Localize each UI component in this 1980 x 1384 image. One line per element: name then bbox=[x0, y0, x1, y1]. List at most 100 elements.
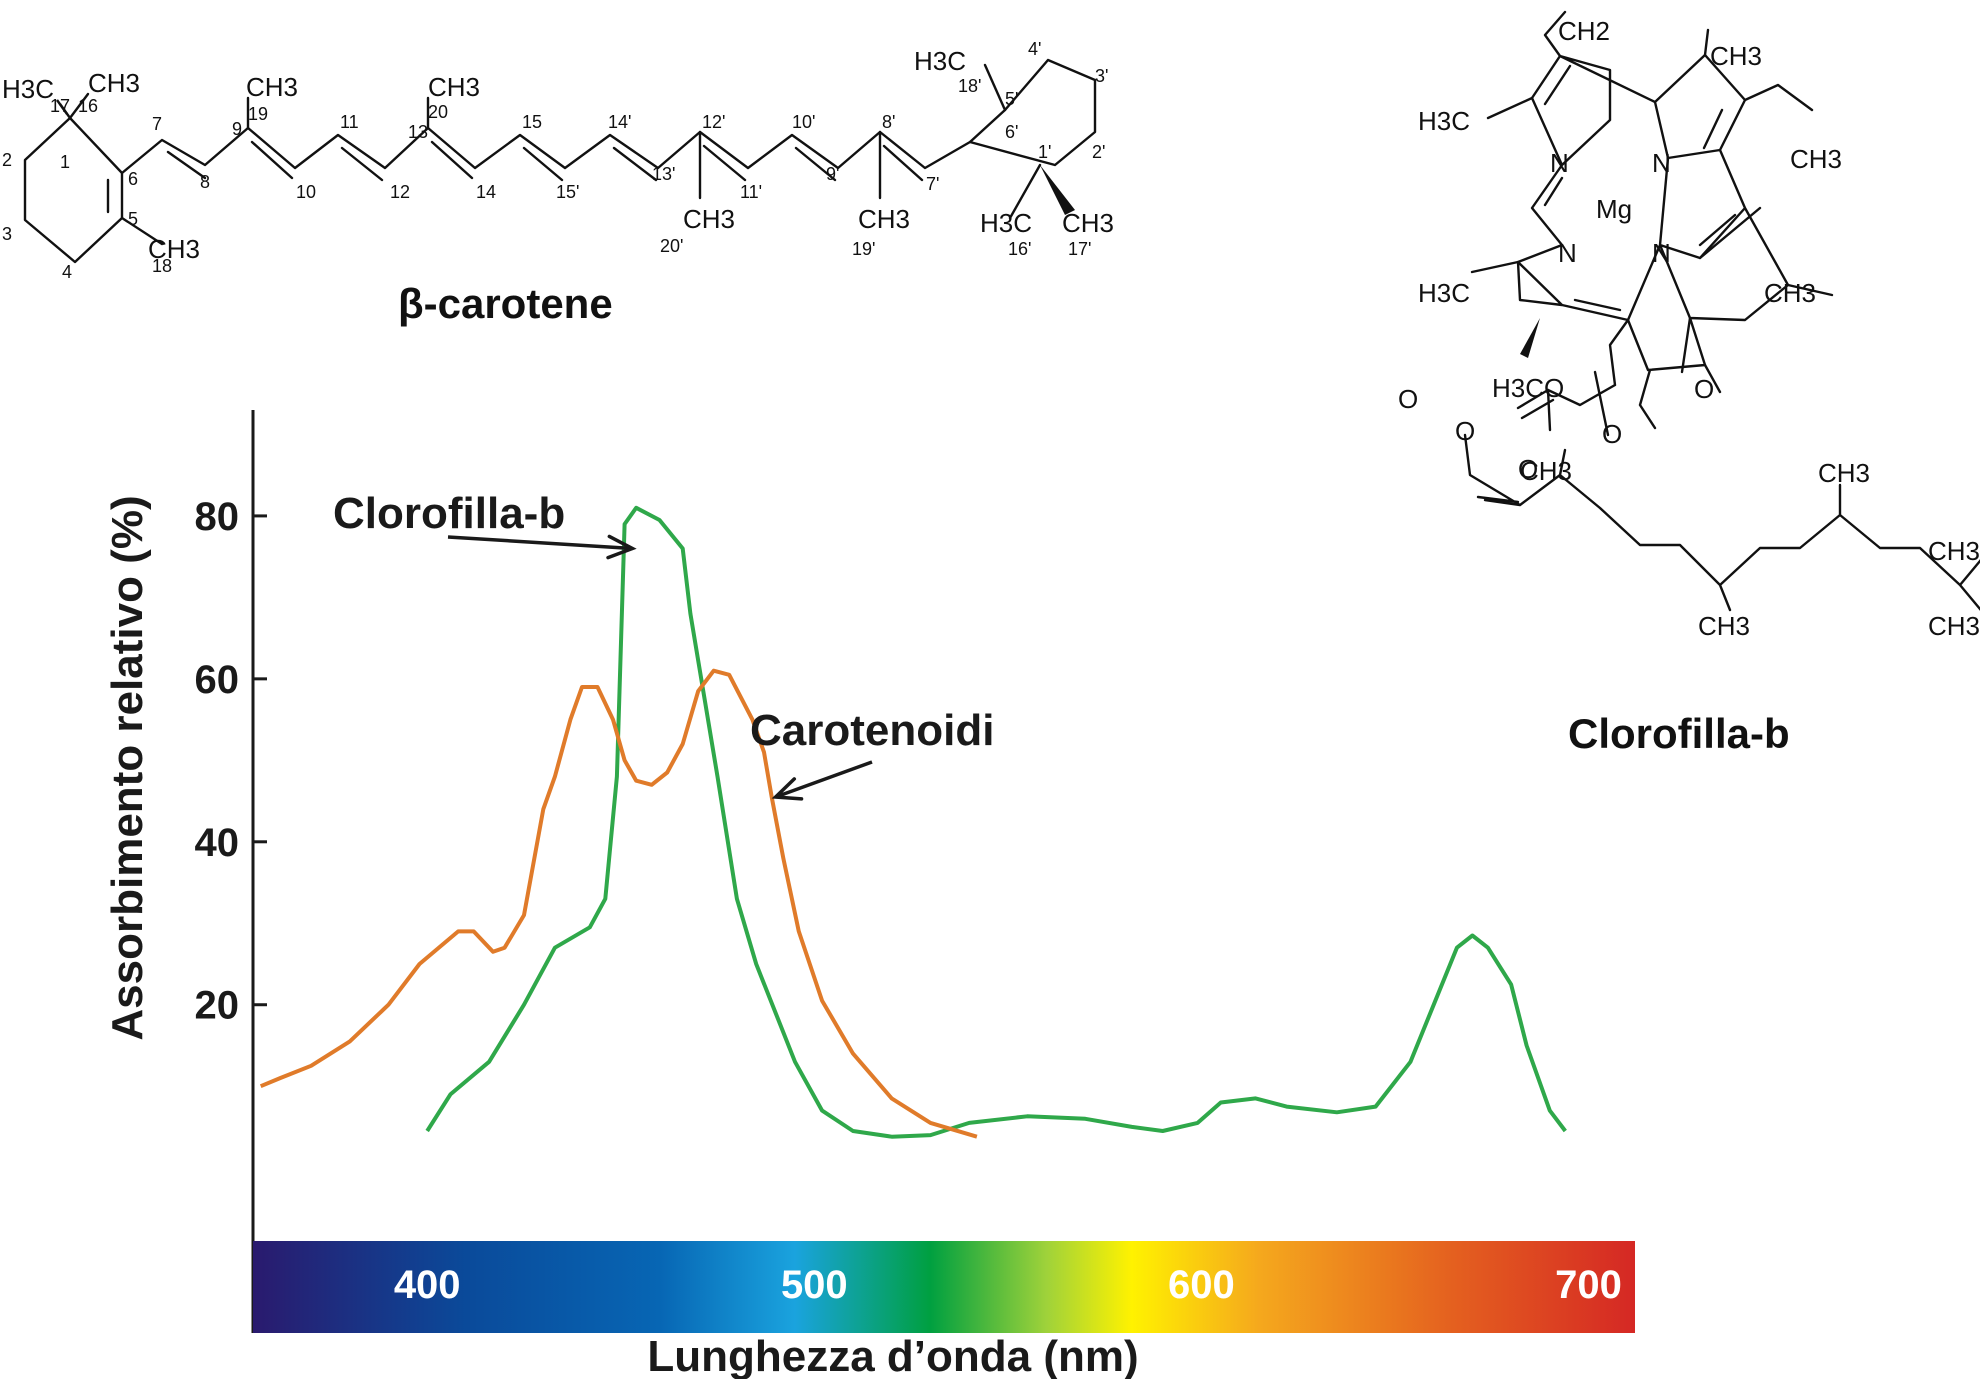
atom-o3: O bbox=[1398, 384, 1418, 414]
atom-number: 13 bbox=[408, 122, 428, 142]
atom-number: 2' bbox=[1092, 142, 1105, 162]
series-line-clorofilla-b bbox=[425, 505, 1567, 1139]
atom-number: 8' bbox=[882, 112, 895, 132]
y-tick-label: 20 bbox=[195, 984, 240, 1028]
annotation-label: Clorofilla-b bbox=[333, 489, 565, 538]
atom-ch3-17p: CH3 bbox=[1062, 208, 1114, 238]
atom-number: 20' bbox=[660, 236, 683, 256]
y-tick-label: 80 bbox=[195, 495, 240, 539]
absorption-chart: 20 40 60 80 400 500 600 700 Clorofilla-b Carote… bbox=[103, 410, 1635, 1381]
spectrum-labels: 400 500 600 700 bbox=[394, 1263, 1622, 1307]
atom-number: 14 bbox=[476, 182, 496, 202]
carotene-c1p-methyl bbox=[1008, 163, 1042, 220]
y-axis-ticks: 20 40 60 80 bbox=[195, 495, 267, 1028]
x-tick-label: 700 bbox=[1555, 1263, 1622, 1307]
chlorophyll-b-name: Clorofilla-b bbox=[1568, 710, 1790, 757]
atom-number: 16 bbox=[78, 96, 98, 116]
atom-ch2: CH2 bbox=[1558, 16, 1610, 46]
atom-ch3-d: CH3 bbox=[1520, 456, 1572, 486]
carotene-c5p-methyl bbox=[983, 63, 1007, 112]
carotene-chain-doubles bbox=[166, 140, 924, 182]
y-tick-label: 60 bbox=[195, 658, 240, 702]
atom-ch3-h: CH3 bbox=[1928, 611, 1980, 641]
atom-number: 1 bbox=[60, 152, 70, 172]
atom-number: 4' bbox=[1028, 39, 1041, 59]
atom-number: 9' bbox=[826, 164, 839, 184]
atom-number: 10' bbox=[792, 112, 815, 132]
annotations: Clorofilla-b Carotenoidi bbox=[333, 489, 994, 801]
carotene-c1-methyls bbox=[68, 92, 90, 120]
annotation-arrowhead bbox=[771, 777, 804, 801]
annotation-label: Carotenoidi bbox=[750, 706, 994, 755]
chloro-phytyl-chain bbox=[1463, 433, 1980, 612]
atom-ch3-a: CH3 bbox=[1710, 41, 1762, 71]
atom-o4: O bbox=[1455, 416, 1475, 446]
atom-number: 1' bbox=[1038, 142, 1051, 162]
atom-h3co: H3CO bbox=[1492, 373, 1564, 403]
chlorophyll-b-structure: CH2 CH3 H3C CH3 N N N N Mg H3C CH3 H3CO … bbox=[1398, 10, 1980, 757]
atom-n2: N bbox=[1652, 148, 1671, 178]
spectrum-colorbar bbox=[253, 1241, 1635, 1333]
atom-ch3-16: CH3 bbox=[88, 68, 140, 98]
atom-number: 18' bbox=[958, 76, 981, 96]
atom-mg: Mg bbox=[1596, 194, 1632, 224]
atom-number: 15 bbox=[522, 112, 542, 132]
atom-o1: O bbox=[1694, 374, 1714, 404]
atom-number: 18 bbox=[152, 256, 172, 276]
annotation-arrow bbox=[775, 760, 873, 799]
atom-ch3-c: CH3 bbox=[1764, 278, 1816, 308]
carotene-chain bbox=[120, 126, 972, 175]
x-axis-title: Lunghezza d’onda (nm) bbox=[647, 1332, 1138, 1379]
atom-number: 12 bbox=[390, 182, 410, 202]
atom-number: 5' bbox=[1005, 89, 1018, 109]
atom-number: 5 bbox=[128, 209, 138, 229]
chloro-inner-doubles bbox=[1543, 64, 1737, 312]
x-tick-label: 400 bbox=[394, 1263, 461, 1307]
annotation-arrowhead bbox=[606, 534, 637, 560]
atom-o5: O bbox=[1518, 454, 1538, 484]
y-tick-label: 40 bbox=[195, 821, 240, 865]
atom-number: 13' bbox=[652, 164, 675, 184]
series-layer bbox=[259, 505, 1567, 1139]
carotene-chain-methyls bbox=[246, 96, 882, 200]
carotene-wedge-17 bbox=[56, 99, 71, 119]
atom-h3c-a: H3C bbox=[1418, 106, 1470, 136]
annotation-arrow bbox=[447, 535, 633, 551]
atom-h3c-18p: H3C bbox=[914, 46, 966, 76]
series-line-carotenoidi bbox=[259, 668, 978, 1139]
atom-ch3-20: CH3 bbox=[428, 72, 480, 102]
atom-number: 9 bbox=[232, 119, 242, 139]
atom-number: 3 bbox=[2, 224, 12, 244]
atom-number: 6' bbox=[1005, 122, 1018, 142]
chloro-substituents bbox=[1470, 10, 1834, 437]
atom-ch3-19p: CH3 bbox=[858, 204, 910, 234]
atom-number: 7 bbox=[152, 114, 162, 134]
x-tick-label: 600 bbox=[1168, 1263, 1235, 1307]
atom-n1: N bbox=[1550, 148, 1569, 178]
atom-number: 17' bbox=[1068, 239, 1091, 259]
atom-number: 15' bbox=[556, 182, 579, 202]
atom-number: 14' bbox=[608, 112, 631, 132]
atom-number: 2 bbox=[2, 150, 12, 170]
atom-h3c-b: H3C bbox=[1418, 278, 1470, 308]
atom-n3: N bbox=[1558, 238, 1577, 268]
atom-ch3-19: CH3 bbox=[246, 72, 298, 102]
carotene-c5-methyl bbox=[120, 216, 164, 246]
atom-h3c: H3C bbox=[2, 74, 54, 104]
atom-number: 19 bbox=[248, 104, 268, 124]
atom-ch3-18: CH3 bbox=[148, 234, 200, 264]
atom-ch3-e: CH3 bbox=[1818, 458, 1870, 488]
atom-ch3-f: CH3 bbox=[1698, 611, 1750, 641]
atom-o2: O bbox=[1602, 419, 1622, 449]
atom-n4: N bbox=[1652, 238, 1671, 268]
carotene-atom-numbers: 17 1612345618789191011121320141515'14'13'… bbox=[2, 39, 1108, 282]
chloro-wedge bbox=[1520, 318, 1540, 358]
beta-carotene-structure: H3C CH3 CH3 CH3 CH3 CH3 CH3 H3C H3C CH3 … bbox=[2, 39, 1114, 327]
atom-ch3-b: CH3 bbox=[1790, 144, 1842, 174]
atom-number: 10 bbox=[296, 182, 316, 202]
x-tick-label: 500 bbox=[781, 1263, 848, 1307]
chloro-macrocycle bbox=[1516, 53, 1790, 372]
atom-number: 11 bbox=[340, 112, 359, 132]
